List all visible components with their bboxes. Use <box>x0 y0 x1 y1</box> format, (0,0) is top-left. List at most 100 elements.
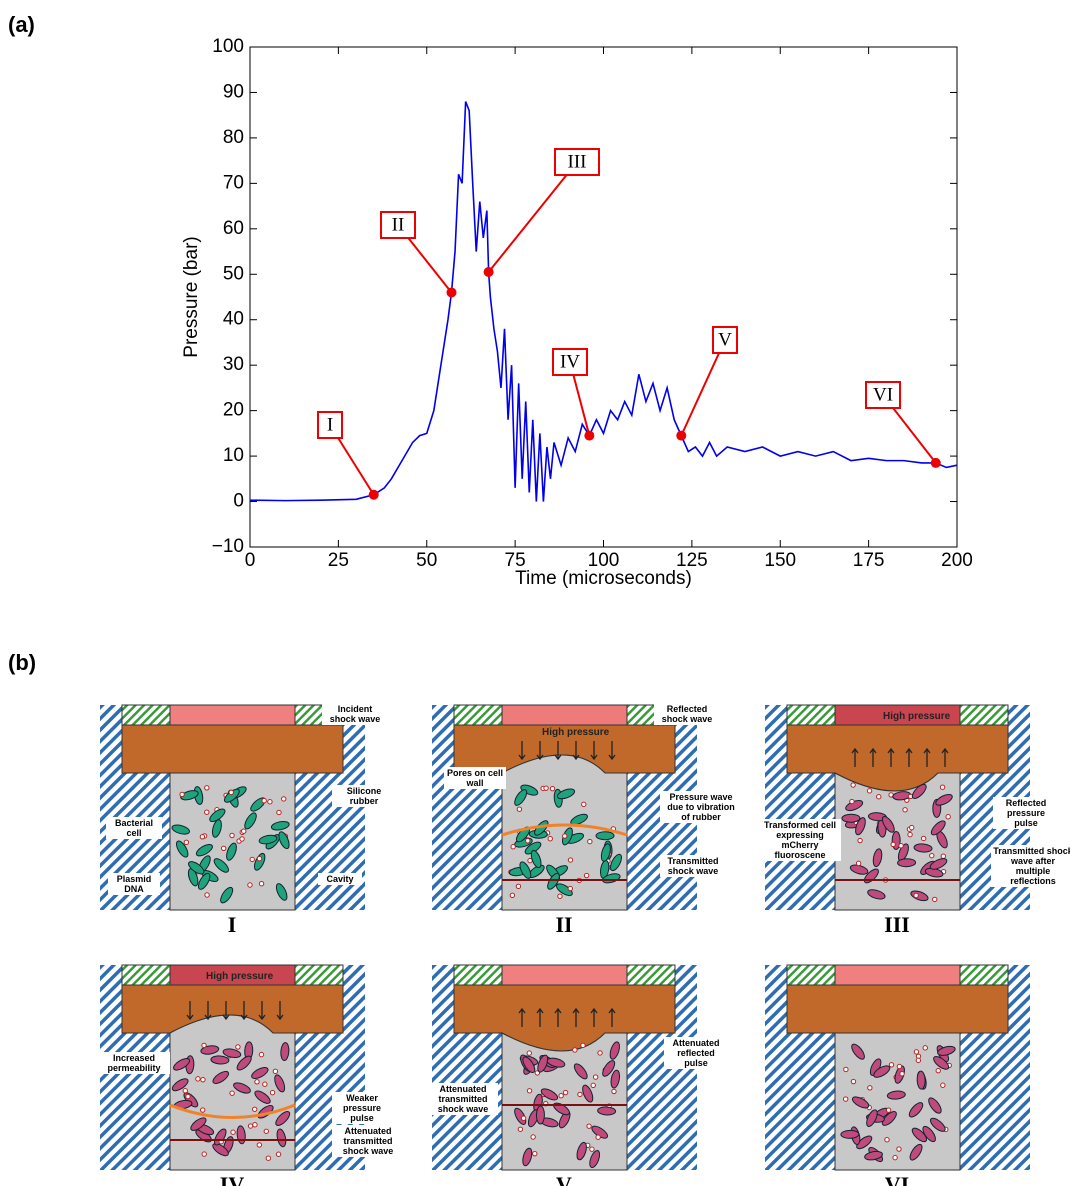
annotation: Pores on cell wall <box>444 767 506 789</box>
plasmid <box>543 785 549 791</box>
arrow <box>518 1007 526 1027</box>
cell <box>535 1105 545 1125</box>
cell <box>856 1135 873 1150</box>
plasmid <box>929 852 935 859</box>
cell <box>855 817 866 836</box>
cell <box>209 808 226 823</box>
plasmid <box>179 791 185 798</box>
cell <box>909 1143 923 1161</box>
panel <box>765 704 1030 911</box>
arrow <box>590 1007 598 1027</box>
y-tick-label: 60 <box>223 218 244 239</box>
cell <box>872 848 883 868</box>
cell <box>190 1117 207 1131</box>
panel-label: (a) <box>8 12 35 37</box>
cell <box>197 872 211 890</box>
cell <box>233 1082 251 1094</box>
cell <box>864 1150 883 1161</box>
cell <box>200 1045 220 1055</box>
cell <box>908 1102 924 1118</box>
cell <box>881 816 895 833</box>
cell <box>213 858 229 873</box>
plot-frame <box>249 46 958 548</box>
y-tick-label: 50 <box>223 263 244 284</box>
arrow <box>258 1001 266 1021</box>
annotation: Transmitted shock wave <box>660 855 726 877</box>
plasmid <box>902 807 908 813</box>
cell <box>851 1096 870 1109</box>
annotation: Pressure wave due to vibration of rubber <box>660 791 742 823</box>
cell <box>540 1088 559 1101</box>
plasmid <box>199 834 206 840</box>
panel-caption: VI <box>884 1172 910 1186</box>
cell <box>897 858 917 868</box>
plasmid <box>939 784 946 790</box>
arrow <box>887 747 895 767</box>
plasmid <box>890 841 896 848</box>
plasmid <box>256 1142 263 1148</box>
x-tick-label: 200 <box>941 550 973 571</box>
annotation: Transmitted shock wave after multiple re… <box>991 845 1070 887</box>
plasmid <box>254 1079 260 1085</box>
plasmid <box>269 1089 276 1096</box>
y-tick-label: 40 <box>223 309 244 330</box>
cell <box>840 1129 860 1139</box>
cell <box>597 1106 617 1116</box>
cell <box>519 861 532 879</box>
plasmid <box>267 799 273 805</box>
y-tick-label: −10 <box>212 536 244 557</box>
cell <box>851 1043 865 1060</box>
plasmid <box>509 892 516 899</box>
arrow <box>222 1001 230 1021</box>
cell <box>916 1070 926 1090</box>
green-block <box>959 704 1009 726</box>
annotation: Increased permeability <box>98 1052 170 1074</box>
plasmid <box>247 882 253 888</box>
green-block <box>626 964 676 986</box>
piston <box>501 704 628 726</box>
cell <box>610 853 622 872</box>
plasmid <box>589 1146 595 1152</box>
annotation-box <box>712 326 738 354</box>
x-axis-label: Time (microseconds) <box>515 568 692 589</box>
cell <box>173 1057 190 1071</box>
plasmid <box>204 892 210 898</box>
cell <box>589 1150 601 1169</box>
arrow <box>572 1007 580 1027</box>
plasmid <box>235 1044 241 1050</box>
plasmid <box>247 1123 254 1129</box>
plasmid <box>261 798 267 804</box>
cell <box>275 1110 291 1126</box>
plasmid <box>185 1093 191 1100</box>
cell <box>253 852 266 871</box>
plasmid <box>229 832 235 839</box>
y-tick-label: 30 <box>223 354 244 375</box>
annotation-point <box>446 287 457 298</box>
plasmid <box>516 806 523 812</box>
annotation: Attenuated transmitted shock wave <box>428 1083 498 1115</box>
cell <box>280 1042 290 1062</box>
cell <box>866 1109 878 1127</box>
cell <box>520 784 539 796</box>
pressure-wave <box>501 823 628 837</box>
cell <box>911 783 927 800</box>
panel-caption: V <box>556 1172 572 1186</box>
plasmid <box>532 1150 538 1157</box>
cell <box>937 1045 956 1056</box>
cavity <box>501 1032 628 1171</box>
annotation-point <box>368 489 379 500</box>
plasmid <box>899 1071 905 1077</box>
cell <box>258 834 278 845</box>
plasmid <box>526 1050 532 1056</box>
arrow <box>590 741 598 761</box>
annotation-label: III <box>568 151 587 172</box>
cell <box>530 850 542 869</box>
plasmid <box>842 1096 849 1102</box>
cell <box>595 831 615 841</box>
plasmid <box>272 1068 279 1075</box>
annotation: Incident shock wave <box>322 703 388 725</box>
cell <box>251 1066 269 1079</box>
cell <box>270 820 290 831</box>
plasmid <box>220 845 227 851</box>
